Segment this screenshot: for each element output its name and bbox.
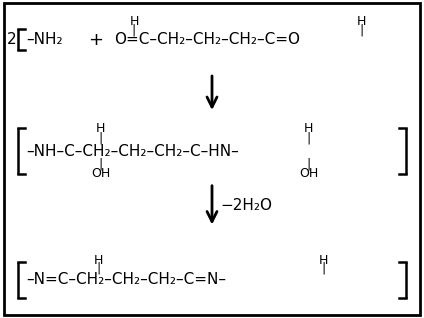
Text: 2: 2: [6, 32, 16, 47]
Text: H: H: [357, 15, 366, 28]
Text: |: |: [360, 24, 364, 37]
Text: O=C–CH₂–CH₂–CH₂–C=O: O=C–CH₂–CH₂–CH₂–C=O: [114, 32, 301, 47]
Text: OH: OH: [91, 168, 111, 180]
Text: OH: OH: [299, 168, 318, 180]
Text: –NH₂: –NH₂: [26, 32, 63, 47]
Text: |: |: [99, 131, 103, 144]
Text: |: |: [307, 158, 311, 171]
Text: H: H: [94, 254, 103, 266]
Text: H: H: [129, 15, 139, 28]
Text: |: |: [132, 24, 136, 37]
Text: +: +: [88, 31, 103, 49]
Text: H: H: [304, 122, 313, 135]
Text: −2H₂O: −2H₂O: [220, 197, 273, 213]
Text: |: |: [99, 158, 103, 171]
Text: –NH–C–CH₂–CH₂–CH₂–C–HN–: –NH–C–CH₂–CH₂–CH₂–C–HN–: [26, 143, 239, 159]
Text: |: |: [307, 131, 311, 144]
Text: H: H: [96, 122, 106, 135]
Text: H: H: [318, 254, 328, 266]
FancyBboxPatch shape: [4, 3, 420, 315]
Text: |: |: [96, 262, 100, 275]
Text: –N=C–CH₂–CH₂–CH₂–C=N–: –N=C–CH₂–CH₂–CH₂–C=N–: [26, 272, 226, 287]
Text: |: |: [321, 262, 325, 275]
